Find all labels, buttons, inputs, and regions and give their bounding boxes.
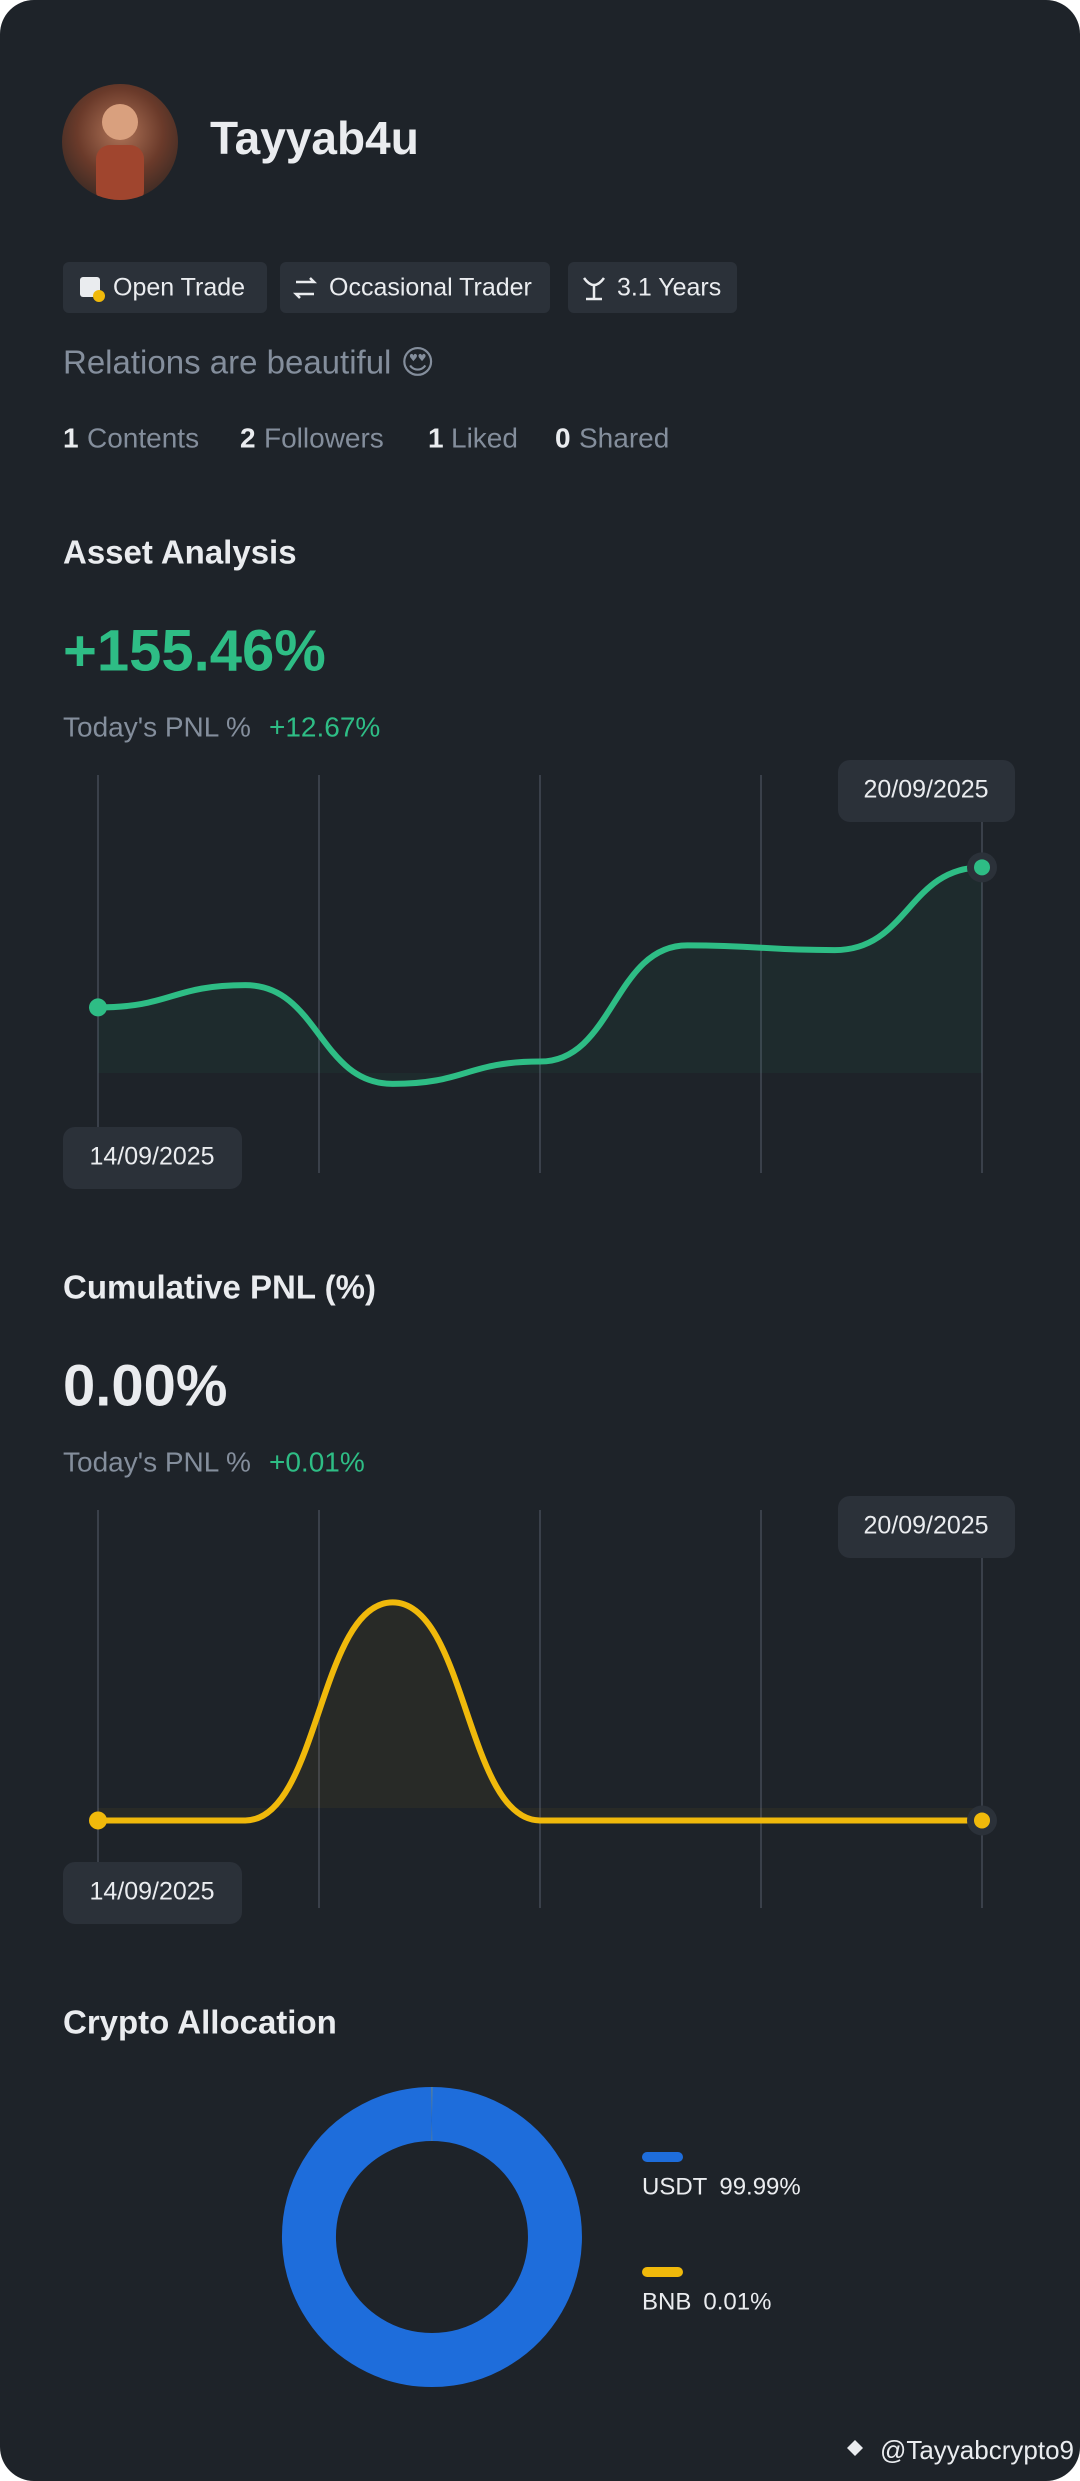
watermark-text: @Tayyabcrypto9 <box>880 2435 1074 2465</box>
donut-slice <box>281 2087 582 2387</box>
stat-count: 0 <box>555 422 571 453</box>
pnl-label: Today's PNL % <box>63 711 251 742</box>
date-box <box>838 1496 1015 1558</box>
tag-label: Occasional Trader <box>329 274 532 302</box>
headline-value: +155.46% <box>63 618 326 683</box>
pnl-value: +12.67% <box>269 711 380 742</box>
end-point <box>974 1812 990 1829</box>
line-area <box>98 1602 982 1821</box>
stat-count: 1 <box>63 422 79 453</box>
tag: Occasional Trader <box>280 262 550 313</box>
legend-label: BNB <box>642 2288 691 2315</box>
date-box <box>838 760 1015 822</box>
pnl-label: Today's PNL % <box>63 1446 251 1477</box>
stat-label: Liked <box>451 422 518 453</box>
legend-value: 0.01% <box>703 2288 771 2315</box>
section-title: Crypto Allocation <box>63 2004 337 2041</box>
line-area <box>98 867 982 1084</box>
legend-swatch <box>642 2267 683 2277</box>
section-title: Asset Analysis <box>63 534 297 571</box>
date-label: 20/09/2025 <box>863 776 988 804</box>
start-point <box>89 1811 107 1830</box>
avatar[interactable] <box>60 84 180 205</box>
line <box>97 864 983 1087</box>
pnl-value: +0.01% <box>269 1446 365 1477</box>
stat-label: Contents <box>87 422 199 453</box>
stat-label: Shared <box>579 422 669 453</box>
date-box <box>63 1127 242 1189</box>
date-box <box>63 1862 242 1924</box>
legend-label: USDT <box>642 2173 708 2200</box>
tag-label: 3.1 Years <box>617 274 721 302</box>
stat-label: Followers <box>264 422 384 453</box>
tag-label: Open Trade <box>113 274 245 302</box>
start-point <box>89 998 107 1017</box>
date-label: 14/09/2025 <box>89 1143 214 1171</box>
user-name: Tayyab4u <box>210 112 419 164</box>
tag: 3.1 Years <box>568 262 737 313</box>
headline-value: 0.00% <box>63 1353 227 1418</box>
tag: Open Trade <box>63 262 267 313</box>
date-label: 20/09/2025 <box>863 1512 988 1540</box>
stat-count: 1 <box>428 422 444 453</box>
date-label: 14/09/2025 <box>89 1878 214 1906</box>
legend-value: 99.99% <box>719 2173 800 2200</box>
stat-count: 2 <box>240 422 256 453</box>
bio: Relations are beautiful 😍 <box>63 344 435 381</box>
legend-swatch <box>642 2152 683 2162</box>
watermark: @Tayyabcrypto9 <box>847 2435 1074 2465</box>
section-title: Cumulative PNL (%) <box>63 1269 376 1306</box>
line <box>97 1599 982 1824</box>
end-point <box>974 859 990 876</box>
